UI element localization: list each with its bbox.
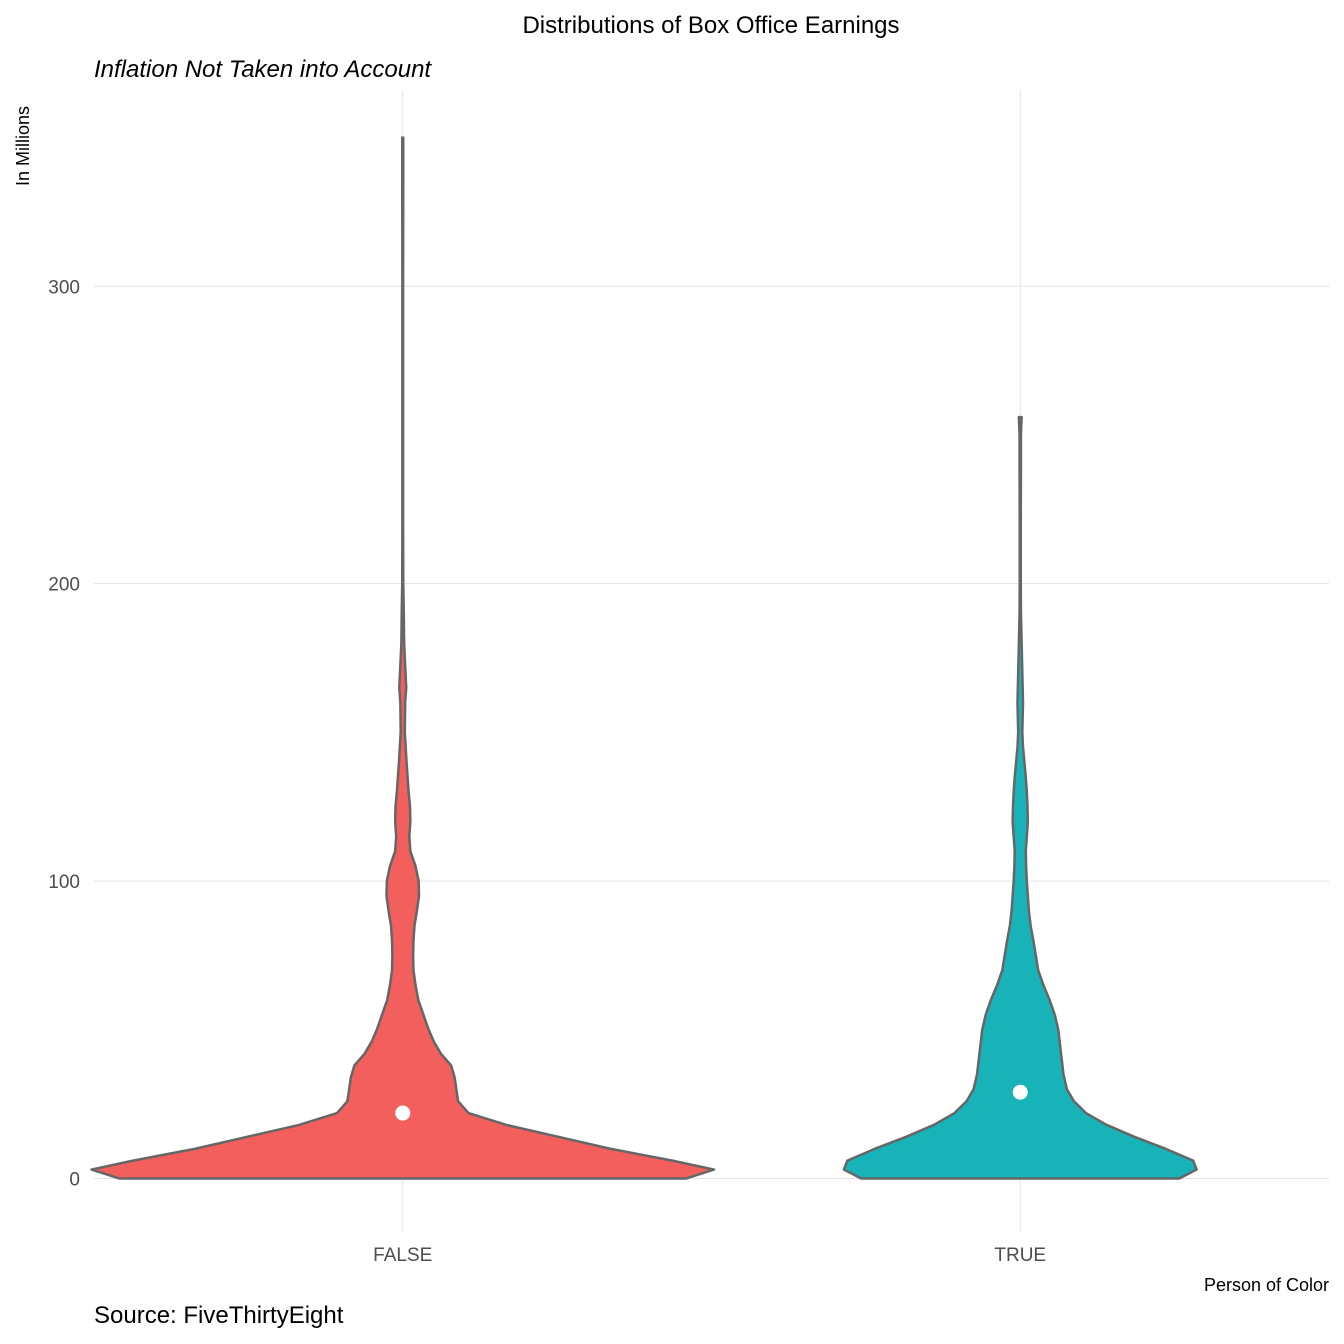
median-layer — [395, 1084, 1028, 1121]
x-axis-label: Person of Color — [1204, 1275, 1329, 1295]
y-tick-label: 200 — [48, 575, 80, 596]
median-point-false — [395, 1105, 411, 1121]
y-tick-label: 0 — [69, 1169, 80, 1190]
median-point-true — [1012, 1084, 1028, 1100]
grid-layer — [94, 90, 1329, 1232]
chart-subtitle: Inflation Not Taken into Account — [94, 56, 432, 83]
violin-layer — [90, 136, 1198, 1180]
y-tick-label: 100 — [48, 872, 80, 893]
x-tick-labels: FALSE TRUE — [373, 1245, 1046, 1266]
x-tick-label: TRUE — [994, 1245, 1046, 1266]
chart-title: Distributions of Box Office Earnings — [522, 12, 899, 39]
y-axis-label: In Millions — [13, 106, 33, 186]
x-tick-label: FALSE — [373, 1245, 432, 1266]
y-tick-label: 300 — [48, 277, 80, 298]
source-caption: Source: FiveThirtyEight — [94, 1302, 344, 1329]
violin-true — [842, 415, 1198, 1180]
y-tick-labels: 0 100 200 300 — [48, 277, 80, 1190]
violin-false — [90, 136, 716, 1180]
